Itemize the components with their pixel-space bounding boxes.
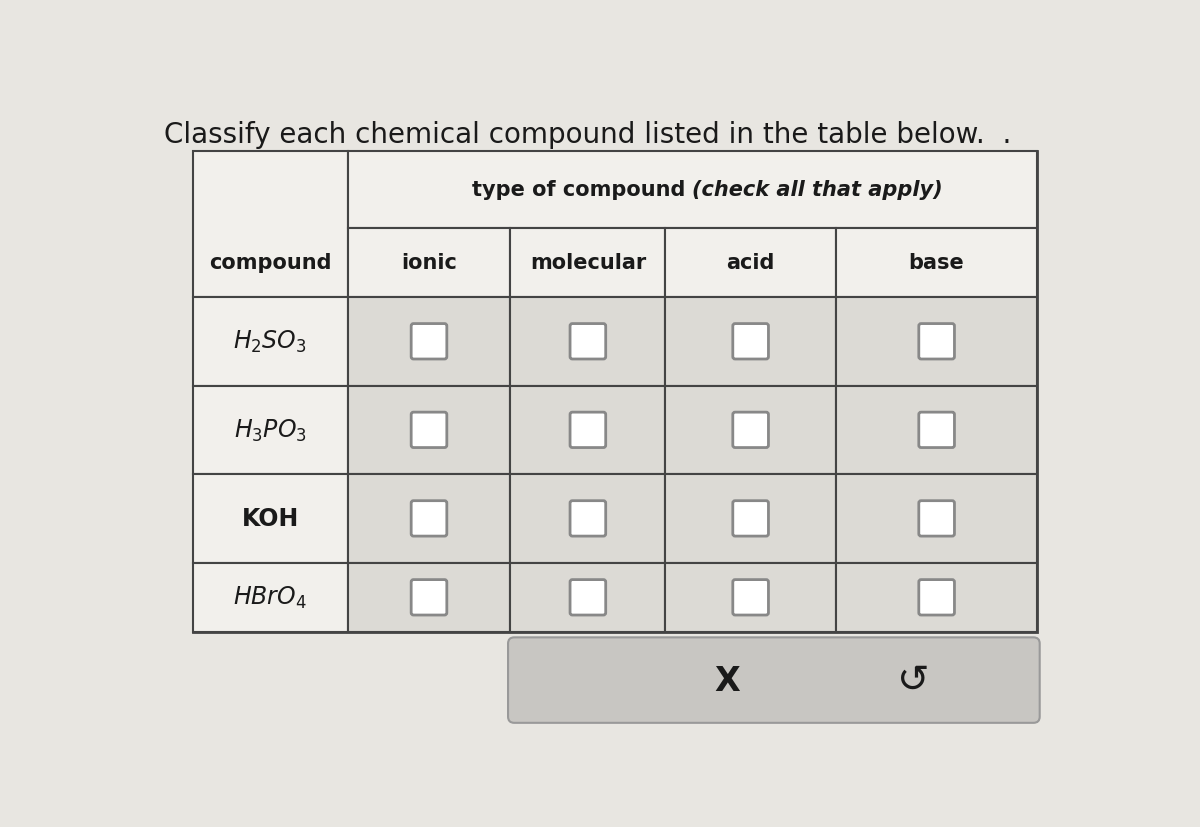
- FancyBboxPatch shape: [733, 501, 768, 537]
- Text: base: base: [908, 253, 965, 273]
- Text: compound: compound: [209, 253, 331, 273]
- FancyBboxPatch shape: [412, 580, 446, 615]
- Text: molecular: molecular: [529, 253, 646, 273]
- Text: ionic: ionic: [401, 253, 457, 273]
- FancyBboxPatch shape: [919, 501, 954, 537]
- Bar: [665, 298, 836, 386]
- Text: Classify each chemical compound listed in the table below.  .: Classify each chemical compound listed i…: [164, 121, 1012, 149]
- Bar: [193, 475, 348, 563]
- Bar: [193, 151, 1037, 632]
- FancyBboxPatch shape: [919, 324, 954, 360]
- Bar: [193, 563, 348, 632]
- Bar: [510, 386, 665, 475]
- FancyBboxPatch shape: [508, 638, 1039, 723]
- Bar: [836, 298, 1037, 386]
- Text: X: X: [714, 664, 740, 697]
- Bar: [348, 563, 510, 632]
- FancyBboxPatch shape: [412, 324, 446, 360]
- Bar: [193, 386, 348, 475]
- FancyBboxPatch shape: [733, 580, 768, 615]
- FancyBboxPatch shape: [570, 580, 606, 615]
- Bar: [665, 228, 836, 298]
- Bar: [665, 563, 836, 632]
- Bar: [836, 563, 1037, 632]
- Bar: [348, 228, 510, 298]
- FancyBboxPatch shape: [570, 413, 606, 448]
- Text: acid: acid: [726, 253, 775, 273]
- Bar: [348, 386, 510, 475]
- Bar: [193, 151, 348, 298]
- FancyBboxPatch shape: [733, 324, 768, 360]
- FancyBboxPatch shape: [919, 580, 954, 615]
- Bar: [665, 386, 836, 475]
- Text: (check all that apply): (check all that apply): [692, 180, 943, 200]
- FancyBboxPatch shape: [733, 413, 768, 448]
- Bar: [348, 475, 510, 563]
- Bar: [348, 298, 510, 386]
- Bar: [836, 386, 1037, 475]
- FancyBboxPatch shape: [412, 501, 446, 537]
- Bar: [193, 298, 348, 386]
- Text: KOH: KOH: [241, 507, 299, 531]
- Text: $HBrO_4$: $HBrO_4$: [233, 585, 307, 610]
- Bar: [510, 228, 665, 298]
- Bar: [836, 475, 1037, 563]
- Bar: [836, 228, 1037, 298]
- Bar: [665, 475, 836, 563]
- Text: $H_3PO_3$: $H_3PO_3$: [234, 418, 307, 443]
- FancyBboxPatch shape: [570, 324, 606, 360]
- Bar: [510, 475, 665, 563]
- Bar: [510, 298, 665, 386]
- Bar: [348, 151, 1037, 228]
- Text: type of compound: type of compound: [472, 180, 692, 200]
- Bar: [510, 563, 665, 632]
- Text: ↺: ↺: [898, 662, 930, 700]
- Text: $H_2SO_3$: $H_2SO_3$: [233, 329, 307, 355]
- FancyBboxPatch shape: [919, 413, 954, 448]
- FancyBboxPatch shape: [412, 413, 446, 448]
- FancyBboxPatch shape: [570, 501, 606, 537]
